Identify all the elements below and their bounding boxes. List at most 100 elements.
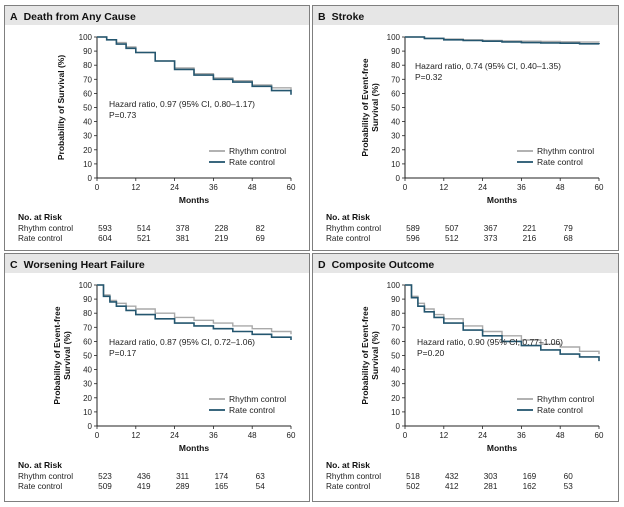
p-value-text: P=0.32 [415,72,442,82]
legend-label-rate-control: Rate control [537,405,583,415]
y-tick-label: 20 [83,394,92,403]
y-axis-label: Probability of Event-freeSurvival (%) [52,306,72,405]
risk-count: 509 [98,482,112,491]
risk-row-label: Rhythm control [18,472,73,481]
legend-label-rate-control: Rate control [229,157,275,167]
risk-table-heading: No. at Risk [18,460,62,470]
risk-table-heading: No. at Risk [18,212,62,222]
y-tick-label: 30 [391,132,400,141]
y-tick-label: 10 [391,160,400,169]
hazard-ratio-text: Hazard ratio, 0.74 (95% CI, 0.40–1.35) [415,61,561,71]
panel-title: C Worsening Heart Failure [10,259,145,271]
risk-count: 289 [176,482,190,491]
risk-count: 436 [137,472,151,481]
risk-count: 281 [484,482,498,491]
x-tick-label: 24 [170,431,179,440]
risk-count: 412 [445,482,459,491]
x-tick-label: 48 [248,183,257,192]
y-tick-label: 20 [391,146,400,155]
risk-count: 604 [98,234,112,243]
risk-count: 216 [523,234,537,243]
risk-count: 69 [256,234,266,243]
p-value-text: P=0.73 [109,110,136,120]
risk-count: 367 [484,224,498,233]
panel-border [4,5,310,251]
panel-b: B Stroke 0 10 20 30 40 50 60 70 80 90 100 0 12 24 36 48 60… [312,5,619,251]
risk-count: 162 [523,482,537,491]
risk-count: 378 [176,224,190,233]
risk-count: 593 [98,224,112,233]
y-tick-label: 60 [83,337,92,346]
x-tick-label: 12 [439,183,448,192]
panel-header [313,6,618,25]
hazard-ratio-text: Hazard ratio, 0.97 (95% CI, 0.80–1.17) [109,99,255,109]
y-tick-label: 10 [83,160,92,169]
risk-count: 63 [256,472,266,481]
risk-row-label: Rate control [326,482,370,491]
y-tick-label: 30 [391,380,400,389]
risk-count: 507 [445,224,459,233]
panel-header [5,254,309,273]
legend-label-rhythm-control: Rhythm control [537,394,594,404]
risk-count: 221 [523,224,537,233]
panel-title-text: Composite Outcome [332,259,435,271]
y-tick-label: 30 [83,380,92,389]
risk-count: 432 [445,472,459,481]
legend-label-rhythm-control: Rhythm control [229,146,286,156]
risk-count: 60 [564,472,574,481]
risk-row-label: Rhythm control [326,224,381,233]
y-tick-label: 100 [79,281,93,290]
panel-title-text: Worsening Heart Failure [24,259,145,271]
x-tick-label: 0 [95,183,100,192]
y-tick-label: 30 [83,132,92,141]
panel-title-text: Death from Any Cause [24,11,136,23]
risk-count: 521 [137,234,151,243]
y-tick-label: 60 [391,337,400,346]
y-tick-label: 100 [79,33,93,42]
legend-label-rate-control: Rate control [229,405,275,415]
hazard-ratio-text: Hazard ratio, 0.87 (95% CI, 0.72–1.06) [109,337,255,347]
y-tick-label: 80 [391,61,400,70]
panel-header [5,6,309,25]
series-line-rhythm-control [97,284,292,335]
panel-c: C Worsening Heart Failure 0 10 20 30 40 50 60 70 8… [4,253,310,502]
panel-letter: B [318,11,326,23]
x-tick-label: 36 [517,183,526,192]
hazard-ratio-text: Hazard ratio, 0.90 (95% CI, 0.77–1.06) [417,337,563,347]
panel-title-text: Stroke [332,11,365,23]
panel-letter: C [10,259,18,271]
x-axis-label: Months [487,443,517,453]
y-axis-label: Probability of Event-freeSurvival (%) [360,306,380,405]
risk-table-heading: No. at Risk [326,212,370,222]
y-axis-label: Probability of Survival (%) [56,55,66,160]
y-tick-label: 70 [391,323,400,332]
risk-row-label: Rate control [18,234,62,243]
x-tick-label: 12 [439,431,448,440]
legend-label-rate-control: Rate control [537,157,583,167]
series-line-rate-control [97,284,292,340]
y-tick-label: 70 [83,75,92,84]
risk-count: 174 [215,472,229,481]
p-value-text: P=0.20 [417,348,444,358]
series-line-rhythm-control [405,284,600,355]
risk-count: 53 [564,482,574,491]
risk-count: 219 [215,234,229,243]
x-tick-label: 36 [517,431,526,440]
x-tick-label: 48 [556,431,565,440]
risk-count: 502 [406,482,420,491]
y-tick-label: 20 [391,394,400,403]
x-tick-label: 0 [95,431,100,440]
y-tick-label: 40 [83,118,92,127]
y-tick-label: 60 [391,89,400,98]
panel-border [312,253,619,502]
y-tick-label: 90 [391,295,400,304]
y-tick-label: 70 [83,323,92,332]
risk-count: 54 [256,482,266,491]
y-tick-label: 60 [83,89,92,98]
y-tick-label: 0 [396,422,401,431]
risk-count: 419 [137,482,151,491]
y-tick-label: 40 [391,366,400,375]
risk-count: 373 [484,234,498,243]
risk-count: 596 [406,234,420,243]
panel-border [312,5,619,251]
